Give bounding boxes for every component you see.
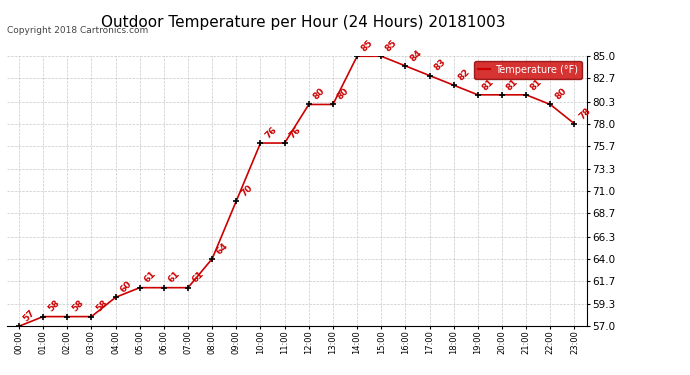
Text: 58: 58 [46,298,61,314]
Text: Outdoor Temperature per Hour (24 Hours) 20181003: Outdoor Temperature per Hour (24 Hours) … [101,15,506,30]
Text: 58: 58 [70,298,86,314]
Text: 57: 57 [22,308,37,324]
Text: 58: 58 [95,298,110,314]
Text: 85: 85 [384,38,400,54]
Text: 64: 64 [215,241,230,256]
Text: 61: 61 [143,270,158,285]
Text: 61: 61 [191,270,206,285]
Text: Copyright 2018 Cartronics.com: Copyright 2018 Cartronics.com [7,26,148,35]
Text: 81: 81 [481,77,496,92]
Text: 76: 76 [264,125,279,140]
Text: 81: 81 [505,77,520,92]
Text: 60: 60 [119,279,133,294]
Text: 81: 81 [529,77,544,92]
Text: 76: 76 [288,125,303,140]
Legend: Temperature (°F): Temperature (°F) [474,61,582,79]
Text: 85: 85 [360,38,375,54]
Text: 84: 84 [408,48,424,63]
Text: 70: 70 [239,183,255,198]
Text: 82: 82 [457,67,472,82]
Text: 83: 83 [433,57,448,73]
Text: 80: 80 [336,87,351,102]
Text: 61: 61 [167,270,182,285]
Text: 80: 80 [312,87,326,102]
Text: 80: 80 [553,87,568,102]
Text: 78: 78 [578,106,593,121]
